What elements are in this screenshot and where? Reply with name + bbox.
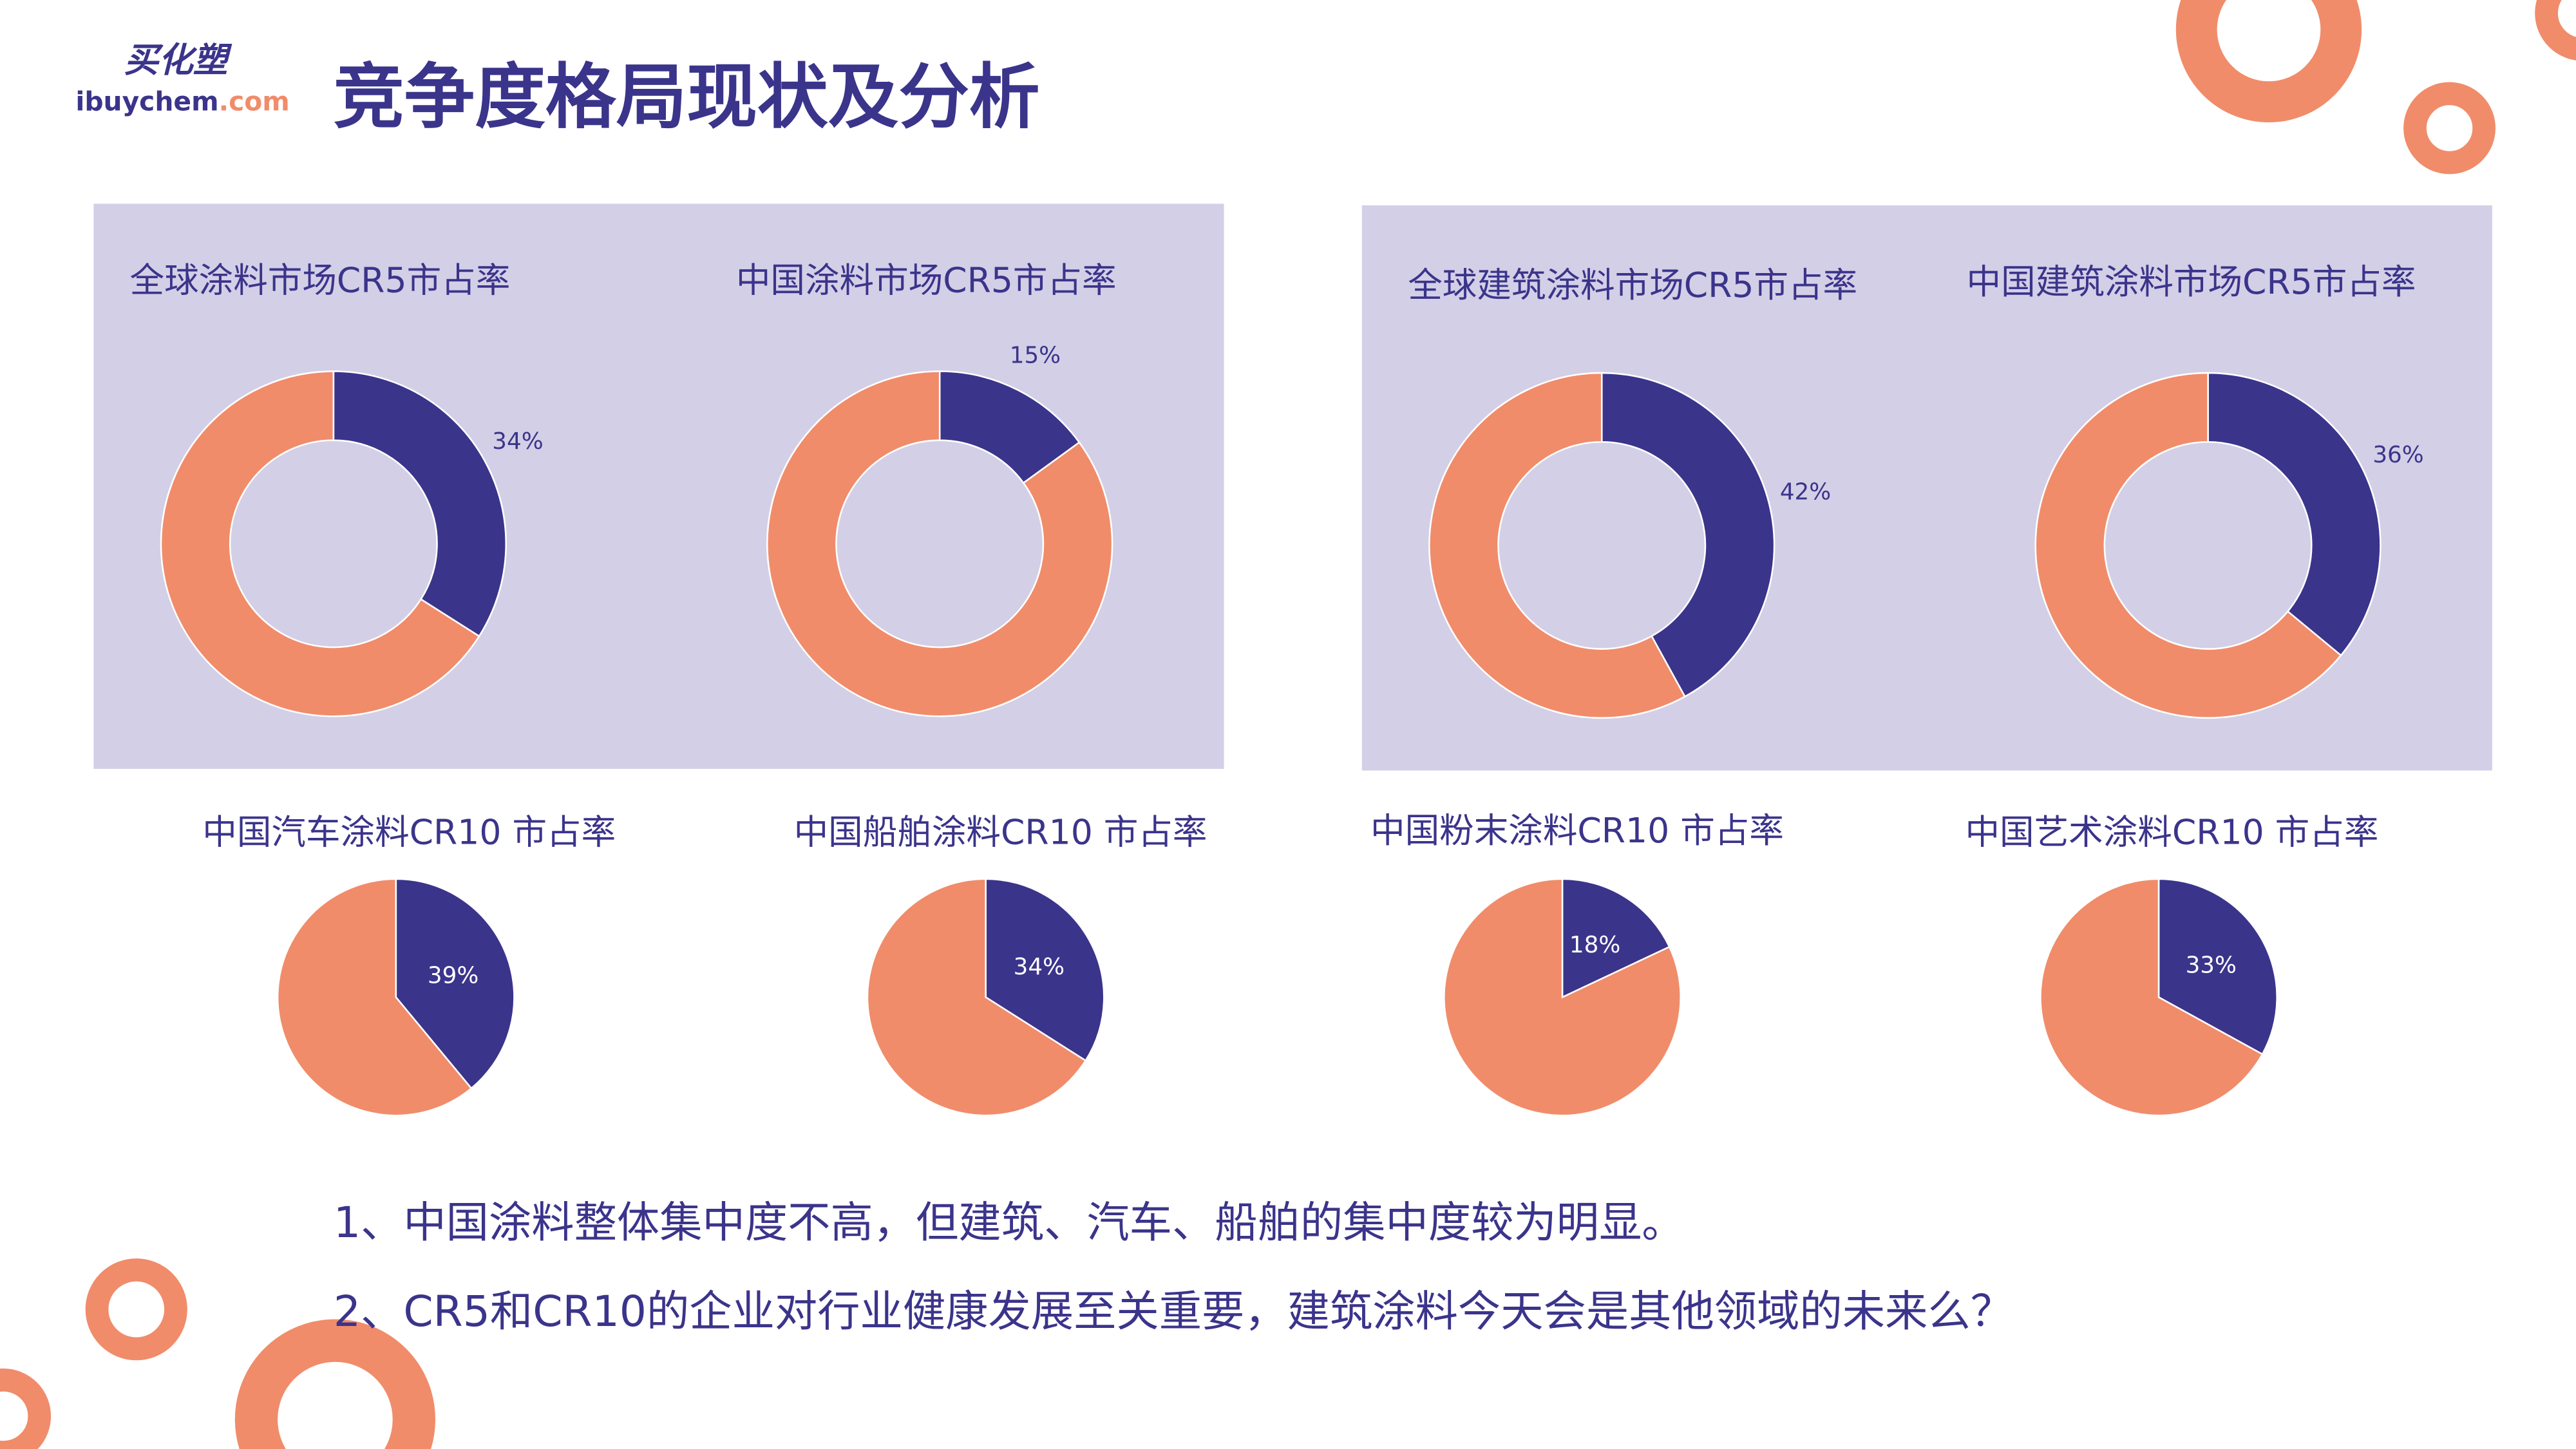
data-label: 39%: [428, 962, 478, 989]
slice: [160, 370, 480, 717]
ring: [85, 1258, 187, 1361]
logo-domain: .com: [219, 86, 290, 117]
note: 1、中国涂料整体集中度不高，但建筑、汽车、船舶的集中度较为明显。: [334, 1197, 1685, 1247]
slice: [766, 370, 1113, 717]
slice: [1600, 372, 1776, 698]
slice: [1428, 372, 1687, 719]
data-label: 42%: [1780, 479, 1831, 506]
ring: [234, 1319, 435, 1449]
data-label: 36%: [2372, 442, 2423, 468]
logo-cn: 买化塑: [124, 40, 232, 80]
slice: [2034, 372, 2342, 719]
data-label: 18%: [1569, 932, 1620, 958]
ring: [0, 1368, 52, 1449]
slice: [2040, 878, 2264, 1117]
logo-en-name: ibuychem: [75, 86, 218, 117]
ring: [2535, 0, 2576, 61]
chart-title: 全球涂料市场CR5市占率: [130, 260, 511, 300]
slice: [2207, 372, 2382, 657]
data-label: 34%: [1014, 954, 1065, 980]
data-label: 33%: [2186, 952, 2237, 978]
slice: [276, 878, 473, 1117]
slice: [866, 878, 1087, 1117]
ring: [2403, 82, 2496, 175]
note: 2、CR5和CR10的企业对行业健康发展至关重要，建筑涂料今天会是其他领域的未来…: [334, 1286, 2013, 1336]
logo-en: ibuychem.com: [75, 86, 289, 117]
chart-title: 中国涂料市场CR5市占率: [736, 260, 1117, 300]
slice: [332, 370, 507, 638]
chart-title: 中国粉末涂料CR10 市占率: [1370, 810, 1784, 851]
chart-title: 全球建筑涂料市场CR5市占率: [1408, 265, 1857, 305]
ring: [2175, 0, 2362, 123]
slice: [2157, 878, 2278, 1056]
data-label: 34%: [492, 428, 543, 455]
slice: [1443, 878, 1681, 1117]
slice: [395, 878, 515, 1090]
page-title: 竞争度格局现状及分析: [334, 55, 1040, 138]
slice: [1561, 878, 1671, 999]
chart-title: 中国艺术涂料CR10 市占率: [1965, 812, 2379, 853]
data-label: 15%: [1010, 342, 1061, 368]
chart-title: 中国建筑涂料市场CR5市占率: [1967, 261, 2416, 302]
chart-title: 中国船舶涂料CR10 市占率: [794, 812, 1208, 853]
chart-title: 中国汽车涂料CR10 市占率: [202, 812, 616, 853]
